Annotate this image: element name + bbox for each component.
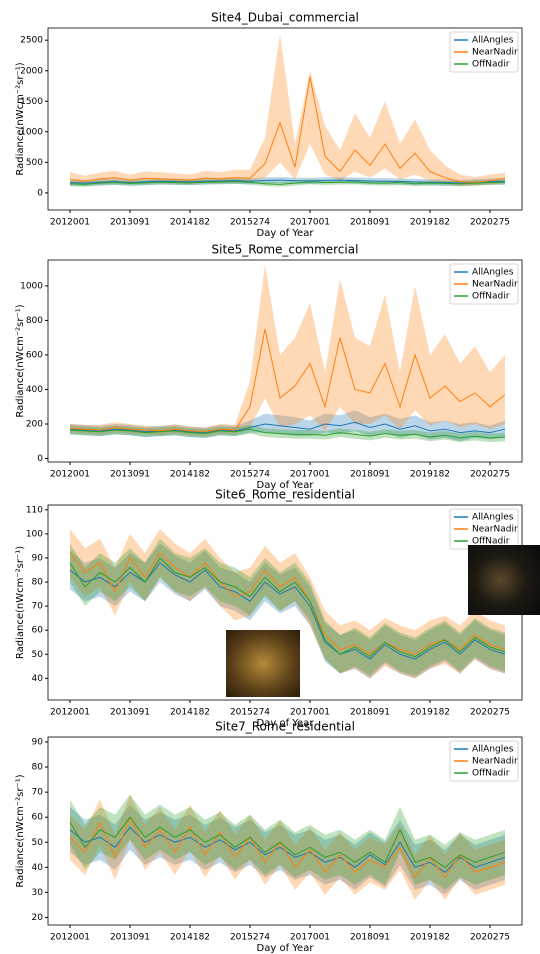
chart: Site4_Dubai_commercial050010001500200025… (15, 11, 522, 240)
x-tick-label: 2014182 (170, 470, 210, 480)
y-tick-label: 50 (32, 838, 44, 848)
legend-label: AllAngles (472, 36, 514, 46)
y-tick-label: 70 (32, 602, 44, 612)
x-tick-label: 2020275 (470, 933, 510, 943)
legend-label: OffNadir (472, 60, 510, 70)
y-tick-label: 1000 (20, 281, 43, 291)
chart: Site5_Rome_commercial 0 200 400 600 800 1000 20… (15, 243, 522, 492)
x-tick-label: 2013091 (110, 470, 150, 480)
x-axis-label: Day of Year (257, 228, 315, 239)
x-tick-label: 2013091 (110, 708, 150, 718)
y-tick-label: 70 (32, 788, 44, 798)
x-tick-label: 2017001 (290, 708, 330, 718)
x-tick-label: 2019182 (410, 218, 450, 228)
x-tick-label: 2019182 (410, 708, 450, 718)
y-tick-label: 200 (26, 420, 43, 430)
x-tick-label: 2012001 (50, 470, 90, 480)
x-tick-label: 2015274 (230, 470, 270, 480)
x-tick-label: 2018091 (350, 933, 390, 943)
legend-label: OffNadir (472, 769, 510, 779)
y-tick-label: 500 (26, 158, 43, 168)
x-axis-label: Day of Year (257, 943, 315, 954)
x-tick-label: 2017001 (290, 933, 330, 943)
y-tick-label: 90 (32, 553, 44, 563)
y-tick-label: 100 (26, 529, 43, 539)
x-tick-label: 2020275 (470, 708, 510, 718)
legend-label: AllAngles (472, 268, 514, 278)
x-tick-label: 2014182 (170, 933, 210, 943)
x-tick-label: 2015274 (230, 708, 270, 718)
y-tick-label: 2500 (20, 36, 43, 46)
inset-image (468, 545, 540, 615)
x-tick-label: 2015274 (230, 933, 270, 943)
legend-label: NearNadir (472, 48, 518, 58)
plots: Site4_Dubai_commercial050010001500200025… (15, 11, 522, 954)
y-axis-label: Radiance(nWcm⁻²sr⁻¹) (15, 62, 26, 175)
error-band (70, 265, 505, 436)
x-tick-label: 2019182 (410, 470, 450, 480)
y-tick-label: 30 (32, 888, 44, 898)
inset-image (226, 630, 300, 697)
y-tick-label: 800 (26, 316, 43, 326)
y-axis-label: Radiance(nWcm⁻²sr⁻¹) (15, 774, 26, 887)
y-tick-label: 60 (32, 626, 44, 636)
y-tick-label: 80 (32, 763, 44, 773)
x-tick-label: 2020275 (470, 218, 510, 228)
x-tick-label: 2018091 (350, 470, 390, 480)
y-axis-label: Radiance(nWcm⁻²sr⁻¹) (15, 546, 26, 659)
x-tick-label: 2018091 (350, 218, 390, 228)
x-tick-label: 2012001 (50, 218, 90, 228)
y-tick-label: 110 (26, 505, 43, 515)
x-tick-label: 2017001 (290, 218, 330, 228)
x-tick-label: 2014182 (170, 218, 210, 228)
y-tick-label: 60 (32, 813, 44, 823)
legend-label: AllAngles (472, 745, 514, 755)
y-tick-label: 50 (32, 650, 44, 660)
x-tick-label: 2013091 (110, 218, 150, 228)
x-tick-label: 2015274 (230, 218, 270, 228)
figure: Site4_Dubai_commercial050010001500200025… (0, 0, 540, 954)
y-tick-label: 40 (32, 863, 44, 873)
chart-title: Site7_Rome_residential (215, 720, 355, 734)
x-tick-label: 2012001 (50, 933, 90, 943)
error-band (70, 34, 505, 185)
legend-label: NearNadir (472, 525, 518, 535)
y-tick-label: 40 (32, 674, 44, 684)
chart: Site7_Rome_residential 20 30 40 50 60 70 80 90 20… (15, 720, 522, 954)
y-tick-label: 20 (32, 913, 44, 923)
legend-label: OffNadir (472, 292, 510, 302)
chart-title: Site5_Rome_commercial (212, 243, 359, 257)
x-tick-label: 2012001 (50, 708, 90, 718)
legend-label: AllAngles (472, 513, 514, 523)
x-tick-label: 2013091 (110, 933, 150, 943)
x-tick-label: 2014182 (170, 708, 210, 718)
y-tick-label: 90 (32, 738, 44, 748)
chart-title: Site4_Dubai_commercial (211, 11, 359, 25)
legend-label: NearNadir (472, 757, 518, 767)
legend-label: NearNadir (472, 280, 518, 290)
x-tick-label: 2018091 (350, 708, 390, 718)
y-tick-label: 400 (26, 385, 43, 395)
x-tick-label: 2019182 (410, 933, 450, 943)
chart-title: Site6_Rome_residential (215, 488, 355, 502)
y-axis-label: Radiance(nWcm⁻²sr⁻¹) (15, 304, 26, 417)
y-tick-label: 0 (37, 454, 43, 464)
x-tick-label: 2017001 (290, 470, 330, 480)
y-tick-label: 80 (32, 578, 44, 588)
x-tick-label: 2020275 (470, 470, 510, 480)
y-tick-label: 600 (26, 350, 43, 360)
y-tick-label: 0 (37, 188, 43, 198)
